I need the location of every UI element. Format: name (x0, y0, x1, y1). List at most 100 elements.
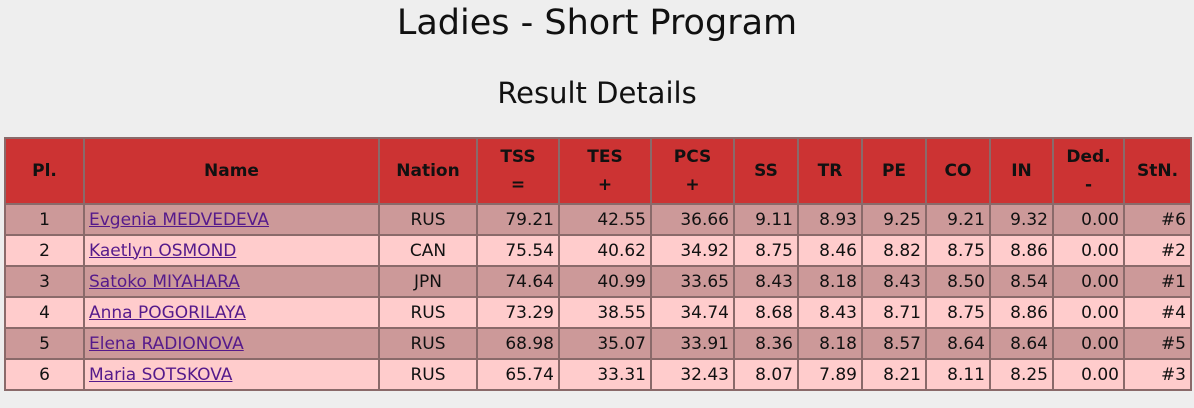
cell: 40.99 (558, 265, 652, 298)
cell: 0.00 (1052, 358, 1125, 391)
skater-link[interactable]: Kaetlyn OSMOND (89, 240, 237, 261)
cell: 40.62 (558, 234, 652, 267)
header-row: Pl. Name Nation TSS = TES + PCS + SS TR PE CO IN Ded. -… (4, 137, 1192, 205)
cell: 35.07 (558, 327, 652, 360)
cell: 8.82 (861, 234, 927, 267)
cell: 1 (4, 203, 85, 236)
cell: 8.18 (797, 327, 863, 360)
header-operator: + (685, 175, 700, 195)
cell: JPN (378, 265, 478, 298)
skater-link[interactable]: Evgenia MEDVEDEVA (89, 209, 269, 230)
cell: 68.98 (476, 327, 560, 360)
column-header: Ded. - (1052, 137, 1125, 205)
header-label: TSS (500, 147, 536, 167)
cell: 75.54 (476, 234, 560, 267)
cell: 33.31 (558, 358, 652, 391)
cell: #4 (1123, 296, 1192, 329)
cell: 9.11 (733, 203, 799, 236)
skater-link[interactable]: Anna POGORILAYA (89, 302, 246, 323)
column-header: Pl. (4, 137, 85, 205)
cell: 74.64 (476, 265, 560, 298)
cell: 8.68 (733, 296, 799, 329)
cell: #5 (1123, 327, 1192, 360)
header-label: Pl. (32, 161, 57, 181)
header-label: Nation (396, 161, 460, 181)
cell: RUS (378, 358, 478, 391)
cell: 8.46 (797, 234, 863, 267)
header-label: CO (944, 161, 972, 181)
cell: 9.21 (925, 203, 991, 236)
cell: 8.36 (733, 327, 799, 360)
cell: 36.66 (650, 203, 735, 236)
cell: Maria SOTSKOVA (83, 358, 380, 391)
page-subtitle: Result Details (497, 76, 697, 110)
column-header: CO (925, 137, 991, 205)
column-header: StN. (1123, 137, 1192, 205)
cell: 8.93 (797, 203, 863, 236)
cell: 8.11 (925, 358, 991, 391)
header-label: Name (204, 161, 259, 181)
cell: 8.21 (861, 358, 927, 391)
result-row: 1 Evgenia MEDVEDEVA RUS 79.21 42.55 36.66 9.11… (4, 203, 1192, 236)
cell: Evgenia MEDVEDEVA (83, 203, 380, 236)
result-row: 6 Maria SOTSKOVA RUS 65.74 33.31 32.43 8.07 7.8… (4, 358, 1192, 391)
cell: RUS (378, 296, 478, 329)
cell: CAN (378, 234, 478, 267)
cell: #3 (1123, 358, 1192, 391)
cell: 3 (4, 265, 85, 298)
header-label: PCS (673, 147, 712, 167)
cell: Anna POGORILAYA (83, 296, 380, 329)
page-title: Ladies - Short Program (396, 3, 798, 43)
cell: 33.65 (650, 265, 735, 298)
cell: 8.57 (861, 327, 927, 360)
table-body: 1 Evgenia MEDVEDEVA RUS 79.21 42.55 36.66 9.11… (4, 203, 1192, 391)
header-label: IN (1011, 161, 1032, 181)
result-row: 3 Satoko MIYAHARA JPN 74.64 40.99 33.65 8.43 8.… (4, 265, 1192, 298)
results-table: Pl. Name Nation TSS = TES + PCS + SS TR PE CO IN Ded. -… (4, 137, 1192, 391)
skater-link[interactable]: Elena RADIONOVA (89, 333, 244, 354)
header-label: Ded. (1066, 147, 1111, 167)
cell: 8.71 (861, 296, 927, 329)
cell: 8.54 (989, 265, 1054, 298)
cell: Elena RADIONOVA (83, 327, 380, 360)
cell: 65.74 (476, 358, 560, 391)
column-header: SS (733, 137, 799, 205)
cell: #6 (1123, 203, 1192, 236)
cell: 42.55 (558, 203, 652, 236)
cell: 5 (4, 327, 85, 360)
cell: 8.64 (925, 327, 991, 360)
column-header: PCS + (650, 137, 735, 205)
cell: 0.00 (1052, 234, 1125, 267)
header-label: TES (587, 147, 623, 167)
cell: 7.89 (797, 358, 863, 391)
cell: 4 (4, 296, 85, 329)
cell: 8.86 (989, 296, 1054, 329)
cell: 0.00 (1052, 265, 1125, 298)
cell: 8.07 (733, 358, 799, 391)
skater-link[interactable]: Satoko MIYAHARA (89, 271, 240, 292)
cell: 9.25 (861, 203, 927, 236)
cell: 34.92 (650, 234, 735, 267)
cell: RUS (378, 203, 478, 236)
skater-link[interactable]: Maria SOTSKOVA (89, 364, 233, 385)
header-label: StN. (1136, 161, 1179, 181)
header-operator: - (1084, 175, 1093, 195)
result-row: 2 Kaetlyn OSMOND CAN 75.54 40.62 34.92 8.75 8.4… (4, 234, 1192, 267)
cell: 8.43 (861, 265, 927, 298)
header-label: TR (817, 161, 843, 181)
header-label: SS (754, 161, 778, 181)
cell: 73.29 (476, 296, 560, 329)
column-header: TSS = (476, 137, 560, 205)
cell: 8.18 (797, 265, 863, 298)
cell: 9.32 (989, 203, 1054, 236)
cell: 8.75 (733, 234, 799, 267)
cell: 2 (4, 234, 85, 267)
cell: 8.43 (733, 265, 799, 298)
cell: 8.50 (925, 265, 991, 298)
header-operator: = (510, 175, 526, 195)
cell: 34.74 (650, 296, 735, 329)
cell: 8.43 (797, 296, 863, 329)
cell: 8.64 (989, 327, 1054, 360)
cell: RUS (378, 327, 478, 360)
